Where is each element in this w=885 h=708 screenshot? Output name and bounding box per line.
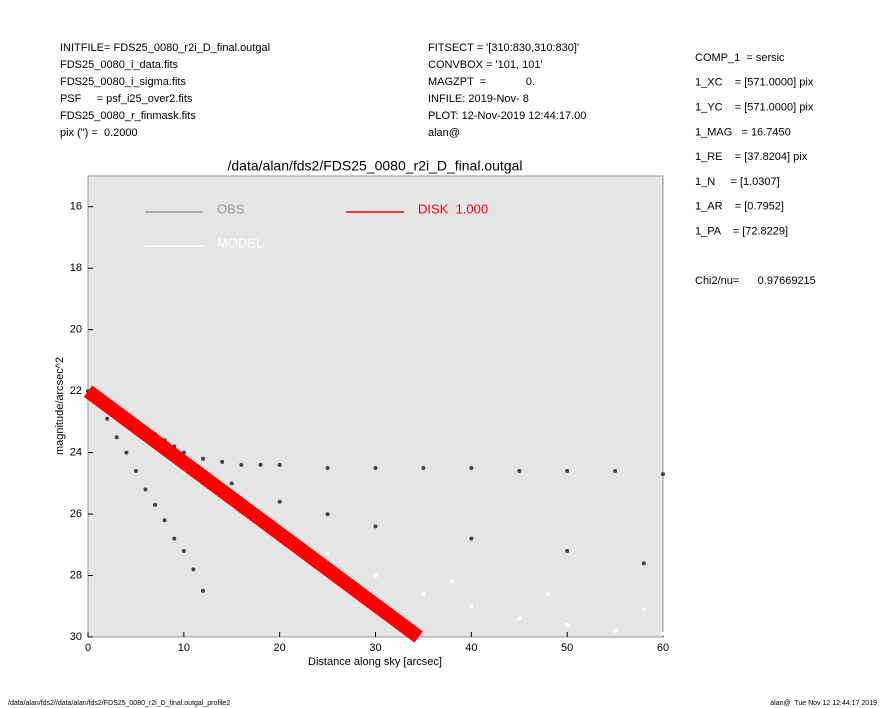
y-tick-label: 18 [70, 262, 82, 274]
y-tick-label: 28 [70, 569, 82, 581]
data-point [421, 465, 426, 470]
y-tick-label: 20 [70, 324, 82, 336]
data-point [373, 573, 378, 578]
x-tick-label: 40 [465, 642, 477, 654]
data-point [172, 536, 177, 541]
data-point [124, 450, 129, 455]
y-tick-label: 16 [70, 201, 82, 213]
x-axis-label: Distance along sky [arcsec] [308, 656, 442, 668]
x-tick-label: 30 [369, 642, 381, 654]
param: 1_YC = [571.0000] pix [695, 102, 814, 114]
y-tick-label: 26 [70, 508, 82, 520]
x-tick-label: 20 [274, 642, 286, 654]
footer-right: alan@ Tue Nov 12 12:44:17 2019 [770, 700, 877, 707]
data-point [162, 518, 167, 523]
header-middle: PLOT: 12-Nov-2019 12:44:17.00 [428, 110, 586, 122]
header-left: PSF = psf_i25_over2.fits [60, 93, 193, 105]
data-point [258, 462, 263, 467]
data-point [641, 561, 646, 566]
x-tick-label: 0 [85, 642, 91, 654]
data-point [153, 502, 158, 507]
y-tick-label: 24 [70, 447, 82, 459]
y-tick-label: 22 [70, 385, 82, 397]
x-tick-label: 10 [178, 642, 190, 654]
legend-label: MODEL [217, 235, 263, 250]
y-tick-label: 30 [70, 631, 82, 643]
data-point [565, 548, 570, 553]
data-point [277, 499, 282, 504]
header-left: FDS25_0080_r_finmask.fits [60, 110, 196, 122]
data-point [373, 465, 378, 470]
header-left: pix (") = 0.2000 [60, 127, 138, 139]
data-point [565, 469, 570, 474]
chi2: Chi2/nu= 0.97669215 [695, 275, 816, 287]
disk-band [83, 385, 423, 643]
data-point [421, 591, 426, 596]
param: 1_N = [1.0307] [695, 176, 780, 188]
data-point [325, 512, 330, 517]
data-point [105, 416, 110, 421]
header-left: INITFILE= FDS25_0080_r2i_D_final.outgal [60, 42, 270, 54]
data-point [546, 591, 550, 596]
data-point [613, 628, 618, 633]
data-point [661, 472, 665, 477]
header-left: FDS25_0080_i_data.fits [60, 59, 179, 71]
plot-area [87, 175, 664, 638]
data-point [517, 616, 522, 621]
header-middle: MAGZPT = 0. [428, 76, 535, 88]
chart-title: /data/alan/fds2/FDS25_0080_r2i_D_final.o… [228, 158, 523, 174]
data-point [133, 469, 138, 474]
data-point [469, 465, 474, 470]
data-point [191, 567, 196, 572]
data-point [201, 456, 205, 461]
header-left: FDS25_0080_i_sigma.fits [60, 76, 186, 88]
data-point [517, 469, 522, 474]
legend-label: OBS [217, 201, 245, 216]
data-point [641, 607, 646, 612]
data-point [229, 481, 234, 486]
legend-label: DISK 1.000 [418, 201, 488, 216]
header-middle: INFILE: 2019-Nov- 8 [428, 93, 529, 105]
data-point [613, 469, 618, 474]
data-point [325, 465, 330, 470]
param: 1_RE = [37.8204] pix [695, 151, 808, 163]
header-middle: CONVBOX = '101, 101' [428, 59, 543, 71]
data-point [565, 622, 570, 627]
param: COMP_1 = sersic [695, 52, 785, 64]
data-point [469, 604, 474, 609]
data-point [325, 552, 330, 557]
data-point [450, 579, 455, 584]
data-point [114, 435, 119, 440]
data-point [373, 524, 378, 529]
data-point [661, 631, 665, 636]
data-point [201, 588, 205, 593]
x-tick-label: 50 [561, 642, 573, 654]
header-middle: alan@ [428, 127, 460, 139]
data-point [469, 536, 474, 541]
param: 1_MAG = 16.7450 [695, 126, 791, 138]
x-tick-label: 60 [657, 642, 669, 654]
y-axis-label: magnitude/arcsec^2 [54, 357, 66, 455]
header-middle: FITSECT = '[310:830,310:830]' [428, 42, 579, 54]
footer-left: /data/alan/fds2//data/alan/fds2/FDS25_00… [8, 700, 230, 707]
data-point [239, 462, 244, 467]
data-point [143, 487, 148, 492]
param: 1_PA = [72.8229] [695, 226, 788, 238]
data-point [220, 459, 225, 464]
data-point [181, 548, 186, 553]
param: 1_AR = [0.7952] [695, 201, 784, 213]
param: 1_XC = [571.0000] pix [695, 77, 814, 89]
data-point [277, 462, 282, 467]
